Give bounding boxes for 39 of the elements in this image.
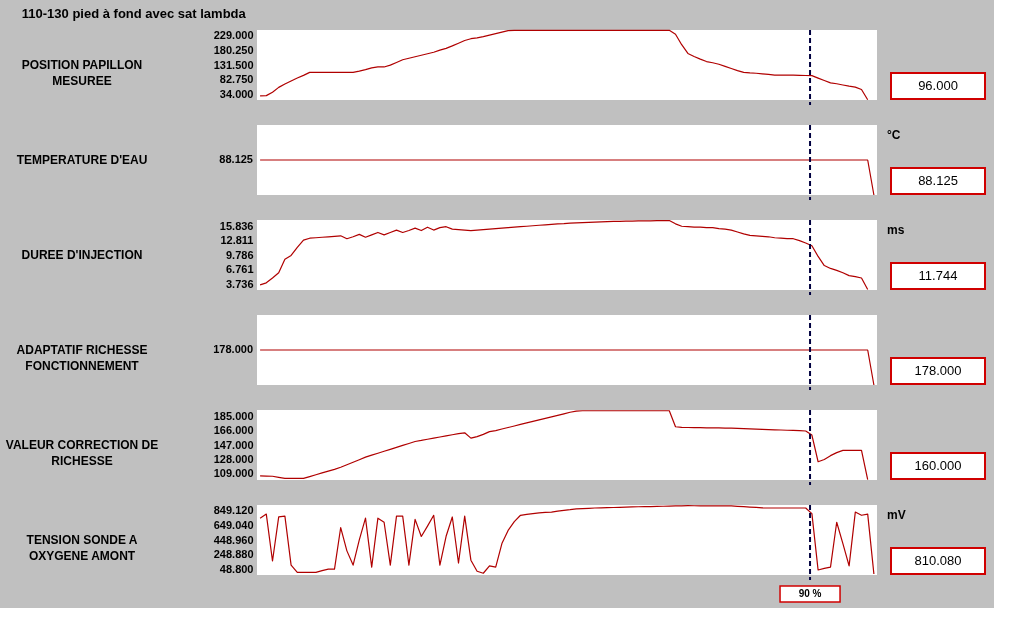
- y-tick-label: 109.000: [213, 467, 254, 480]
- y-tick-label: 48.800: [219, 562, 254, 575]
- x-axis-title: 90 %: [798, 588, 822, 599]
- text: 178.000: [914, 363, 962, 378]
- text: 96.000: [918, 78, 958, 93]
- y-tick-label: 12.811: [220, 234, 254, 247]
- y2-axis-title: ms: [887, 223, 905, 237]
- y-axis-title: POSITION PAPILLON MESUREE: [21, 58, 143, 88]
- y2-axis-title: mV: [887, 508, 906, 522]
- y-axis-title: TEMPERATURE D'EAU: [16, 153, 148, 167]
- text: 810.080: [914, 553, 962, 568]
- y-tick-label: 248.880: [213, 548, 254, 561]
- y-tick-label: 82.750: [219, 73, 254, 86]
- y-tick-label: 147.000: [213, 438, 254, 451]
- y2-axis-title: °C: [887, 128, 901, 142]
- y-tick-label: 9.786: [225, 248, 254, 261]
- text: 178.000: [213, 343, 253, 355]
- text: 160.000: [914, 458, 962, 473]
- text: 110-130 pied à fond avec sat lambda: [21, 6, 247, 21]
- y-tick-label: 448.960: [213, 533, 254, 546]
- y-tick-label: 3.736: [225, 277, 254, 290]
- y-tick-label: 649.040: [213, 518, 254, 531]
- y-tick-label: 229.000: [213, 29, 254, 42]
- y-tick-label: 34.000: [219, 87, 254, 100]
- text: 11.744: [918, 268, 958, 283]
- y-tick-label: 131.500: [213, 58, 254, 71]
- y-tick-label: 849.120: [213, 504, 254, 517]
- text: 88.125: [219, 153, 253, 165]
- text: 88.125: [918, 173, 958, 188]
- y-axis-title: VALEUR CORRECTION DE RICHESSE: [5, 438, 159, 468]
- y-axis-title: DUREE D'INJECTION: [21, 248, 143, 262]
- y-axis-title: ADAPTATIF RICHESSE FONCTIONNEMENT: [16, 343, 148, 373]
- y-tick-label: 180.250: [213, 43, 254, 56]
- y-tick-label: 166.000: [213, 424, 254, 437]
- y-tick-label: 128.000: [213, 452, 254, 465]
- y-tick-label: 185.000: [213, 409, 254, 422]
- y-tick-label: 6.761: [225, 263, 254, 276]
- y-axis-title: TENSION SONDE A OXYGENE AMONT: [26, 533, 138, 563]
- y-tick-label: 15.836: [219, 219, 254, 232]
